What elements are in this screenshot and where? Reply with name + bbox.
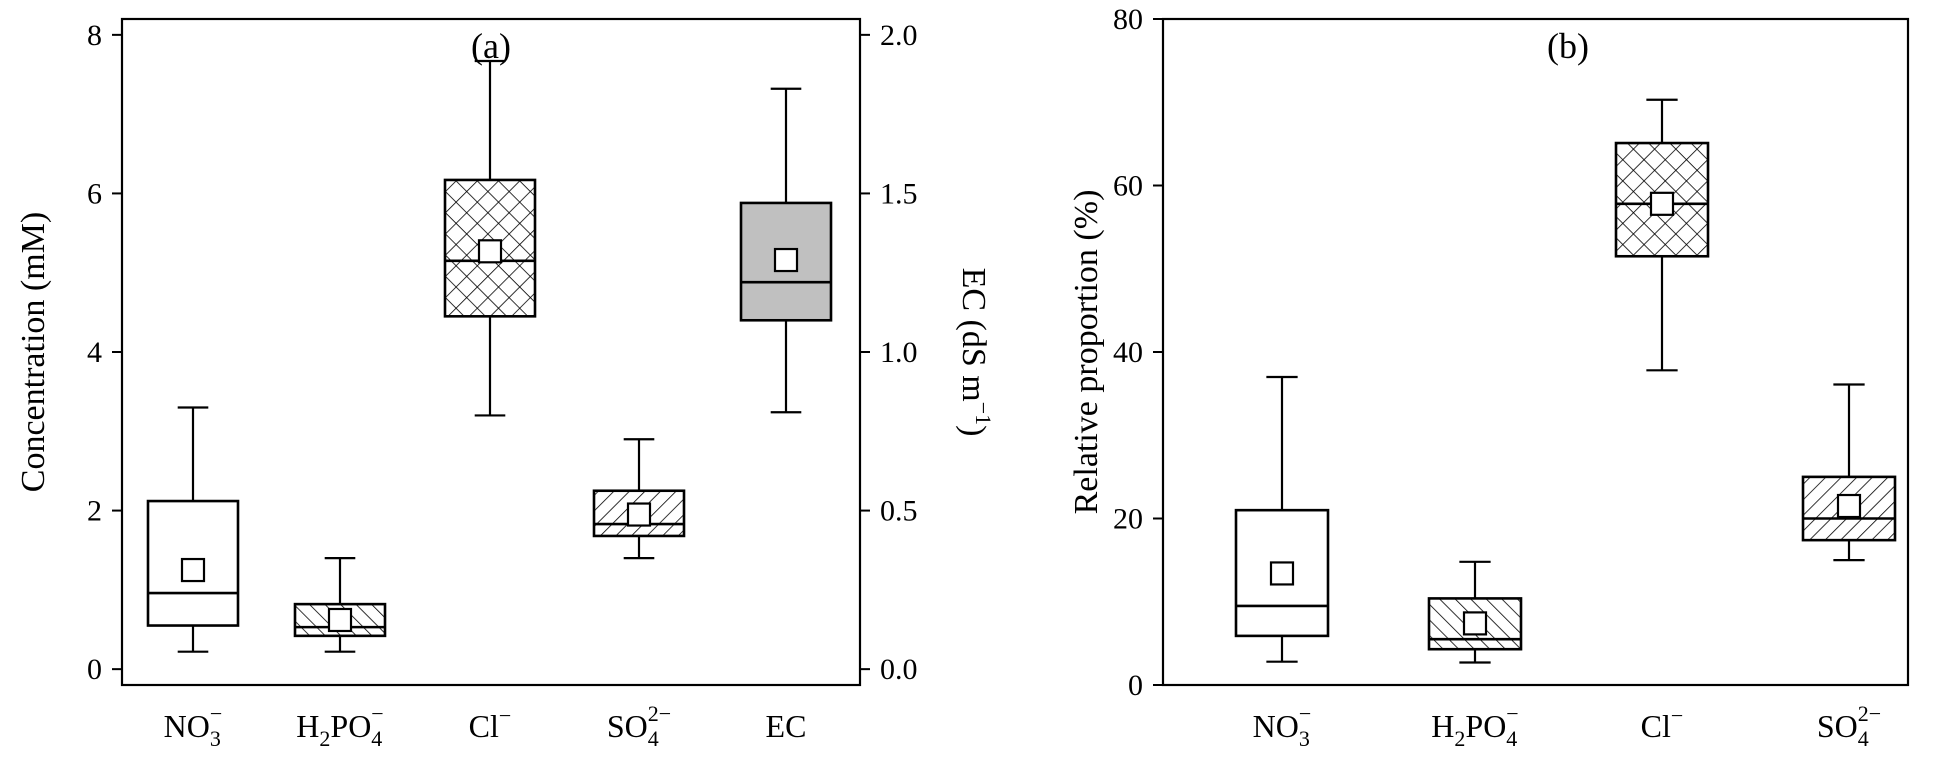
y2-tick-label: 0.5 (880, 495, 918, 528)
label-base: NO (164, 708, 210, 744)
y2-title-main: EC (dS m (955, 268, 992, 402)
label-subscript: 4 (371, 726, 382, 751)
label-superscript: − (1506, 701, 1518, 726)
panel-b-boxes (1234, 98, 1897, 664)
box-1 (1234, 375, 1330, 663)
mean-marker (773, 247, 799, 273)
y-tick-label: 4 (87, 336, 102, 369)
panel-a-label: (a) (471, 26, 511, 66)
label-superscript: 2− (1858, 701, 1881, 726)
label-continuation: PO (330, 708, 371, 744)
panel-a-y2-axis-title: EC (dS m−1) (955, 268, 996, 437)
category-label: SO42− (1817, 701, 1881, 751)
box-3 (1614, 98, 1710, 372)
panel-a-y-ticks: 0 2 4 6 8 (87, 19, 122, 686)
box-2 (293, 557, 387, 653)
y2-tick-label: 1.5 (880, 177, 918, 210)
label-subscript: 2 (1454, 726, 1465, 751)
label-subscript: 2 (319, 726, 330, 751)
panel-a-category-labels: NO3− H2PO4− Cl− SO42− EC (164, 701, 807, 751)
label-subscript: 4 (648, 726, 659, 751)
y2-tick-label: 1.0 (880, 336, 918, 369)
y-tick-label: 80 (1113, 3, 1143, 36)
label-subscript: 4 (1858, 726, 1869, 751)
y-tick-label: 8 (87, 19, 102, 52)
panel-a-y2-ticks: 0.0 0.5 1.0 1.5 2.0 (860, 19, 918, 686)
label-base: H (296, 708, 319, 744)
label-superscript: − (210, 701, 222, 726)
box-4 (592, 438, 686, 560)
box-4 (1801, 383, 1897, 562)
label-base: SO (1817, 708, 1858, 744)
box-5 (739, 87, 833, 414)
category-label: H2PO4− (1431, 701, 1518, 751)
label-base: H (1431, 708, 1454, 744)
panel-a-y-axis-title: Concentration (mM) (15, 212, 52, 492)
y-tick-label: 2 (87, 495, 102, 528)
category-label: H2PO4− (296, 701, 383, 751)
label-subscript: 4 (1506, 726, 1517, 751)
box-3 (443, 59, 537, 417)
mean-marker (327, 607, 353, 633)
box-2 (1427, 560, 1523, 664)
category-label: NO3− (1253, 701, 1312, 751)
label-base: Cl (1641, 708, 1671, 744)
box-1 (146, 406, 240, 653)
y2-tick-label: 2.0 (880, 19, 918, 52)
y-tick-label: 40 (1113, 336, 1143, 369)
label-superscript: − (1299, 701, 1311, 726)
category-label: SO42− (607, 701, 671, 751)
category-label: NO3− (164, 701, 223, 751)
label-superscript: 2− (648, 701, 671, 726)
panel-b-label: (b) (1547, 26, 1589, 66)
y-tick-label: 20 (1113, 503, 1143, 536)
label-superscript: − (1671, 703, 1683, 728)
mean-marker (180, 557, 206, 583)
mean-marker (1462, 611, 1488, 636)
category-label: Cl− (1641, 703, 1684, 744)
category-label: Cl− (469, 703, 512, 744)
iqr-box (443, 178, 537, 318)
label-superscript: − (499, 703, 511, 728)
y-tick-label: 0 (1128, 669, 1143, 702)
label-base: SO (607, 708, 648, 744)
label-superscript: − (371, 701, 383, 726)
y-tick-label: 0 (87, 653, 102, 686)
label-base: EC (766, 708, 807, 744)
mean-marker (626, 502, 652, 527)
mean-marker (477, 239, 503, 264)
y-tick-label: 6 (87, 177, 102, 210)
panel-b-category-labels: NO3− H2PO4− Cl− SO42− (1253, 701, 1881, 751)
panel-b-y-axis-title: Relative proportion (%) (1068, 190, 1105, 515)
y2-tick-label: 0.0 (880, 653, 918, 686)
panel-b: (b) Relative proportion (%) 0 20 40 60 80 NO… (1068, 3, 1910, 751)
label-subscript: 3 (210, 726, 221, 751)
y-tick-label: 60 (1113, 170, 1143, 203)
panel-a: (a) Concentration (mM) EC (dS m−1) 0 2 4 6 8… (15, 17, 996, 751)
label-base: NO (1253, 708, 1299, 744)
label-continuation: PO (1465, 708, 1506, 744)
mean-marker (1269, 561, 1295, 586)
label-base: Cl (469, 708, 499, 744)
panel-a-boxes (146, 59, 833, 653)
panel-b-y-ticks: 0 20 40 60 80 (1113, 3, 1163, 702)
category-label: EC (766, 708, 807, 744)
mean-marker (1649, 191, 1675, 216)
y2-title-close: ) (955, 425, 992, 436)
mean-marker (1836, 493, 1862, 519)
y2-title-sup: −1 (971, 402, 996, 425)
label-subscript: 3 (1299, 726, 1310, 751)
